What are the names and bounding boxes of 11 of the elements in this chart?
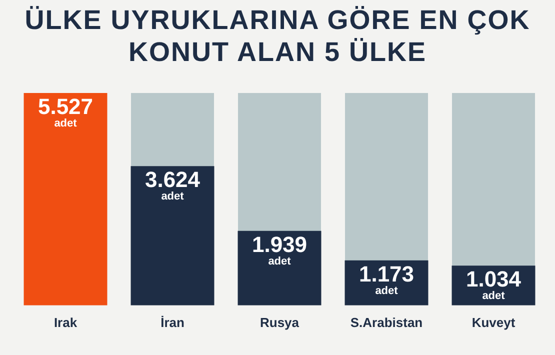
x-tick-label: Rusya [260, 314, 300, 330]
x-tick-label: S.Arabistan [350, 314, 423, 330]
x-tick-label: İran [160, 314, 184, 330]
data-label: 5.527 adet [38, 94, 94, 130]
data-label: 1.939 adet [252, 232, 308, 268]
x-tick-label: Irak [54, 314, 78, 330]
data-label: 1.173 adet [358, 261, 414, 297]
x-tick-label: Kuveyt [472, 314, 516, 330]
data-label: 1.034 adet [466, 266, 522, 302]
data-label: 3.624 adet [144, 167, 201, 203]
chart-title: ÜLKE UYRUKLARINA GÖRE EN ÇOK KONUT ALAN 5 ÜLKE [24, 4, 532, 68]
